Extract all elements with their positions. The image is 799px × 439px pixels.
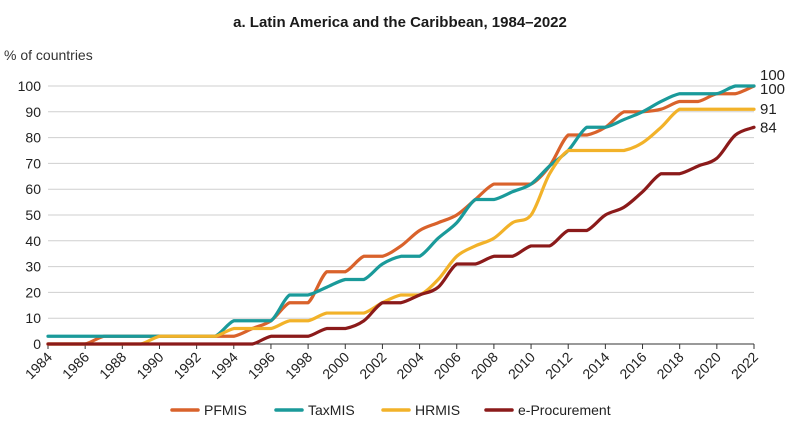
end-label-hrmis: 91 [760, 101, 777, 118]
x-tick-label: 2020 [691, 349, 724, 382]
y-tick-label: 0 [33, 336, 41, 352]
end-label-e-procurement: 84 [760, 119, 777, 136]
x-tick-label: 1998 [282, 349, 315, 382]
legend-label: PFMIS [204, 402, 247, 418]
gridlines [48, 85, 754, 345]
series-lines [46, 84, 756, 346]
chart-title: a. Latin America and the Caribbean, 1984… [233, 14, 567, 31]
x-tick-label: 1990 [133, 349, 166, 382]
y-tick-label: 10 [25, 310, 41, 326]
legend-label: HRMIS [415, 402, 460, 418]
x-tick-label: 2008 [468, 349, 501, 382]
x-tick-label: 1994 [208, 349, 241, 382]
y-tick-label: 20 [25, 284, 41, 300]
x-tick-label: 2016 [616, 349, 649, 382]
x-tick-label: 1984 [22, 349, 55, 382]
series-line-e-procurement [46, 125, 756, 346]
end-label-pfmis: 100 [760, 67, 785, 84]
end-label-taxmis: 100 [760, 81, 785, 98]
x-tick-label: 1988 [96, 349, 129, 382]
x-tick-label: 2002 [356, 349, 389, 382]
x-tick-label: 2000 [319, 349, 352, 382]
y-axis-label: % of countries [4, 47, 93, 63]
y-tick-label: 40 [25, 233, 41, 249]
x-tick-label: 2004 [393, 349, 426, 382]
legend: PFMIS TaxMIS HRMIS e-Procurement [170, 402, 611, 418]
x-tick-label: 1986 [59, 349, 92, 382]
x-axis-ticks: 1984 1986 1988 1990 1992 1994 1996 1998 2000 2002… [22, 344, 761, 382]
y-tick-label: 70 [25, 155, 41, 171]
legend-label: TaxMIS [308, 402, 355, 418]
series-line-hrmis [46, 107, 756, 346]
legend-label: e-Procurement [518, 402, 611, 418]
y-tick-label: 80 [25, 130, 41, 146]
x-tick-label: 1992 [170, 349, 203, 382]
y-tick-label: 30 [25, 259, 41, 275]
y-tick-label: 100 [18, 78, 42, 94]
x-tick-label: 1996 [245, 349, 278, 382]
x-tick-label: 2014 [579, 349, 612, 382]
x-tick-label: 2010 [505, 349, 538, 382]
y-tick-label: 50 [25, 207, 41, 223]
y-tick-label: 90 [25, 104, 41, 120]
x-tick-label: 2022 [728, 349, 761, 382]
x-tick-label: 2006 [431, 349, 464, 382]
x-tick-label: 2012 [542, 349, 575, 382]
y-axis-ticks: 0 10 20 30 40 50 60 70 80 90 100 [18, 78, 42, 352]
x-tick-label: 2018 [653, 349, 686, 382]
series-line-taxmis [46, 84, 756, 338]
y-tick-label: 60 [25, 181, 41, 197]
